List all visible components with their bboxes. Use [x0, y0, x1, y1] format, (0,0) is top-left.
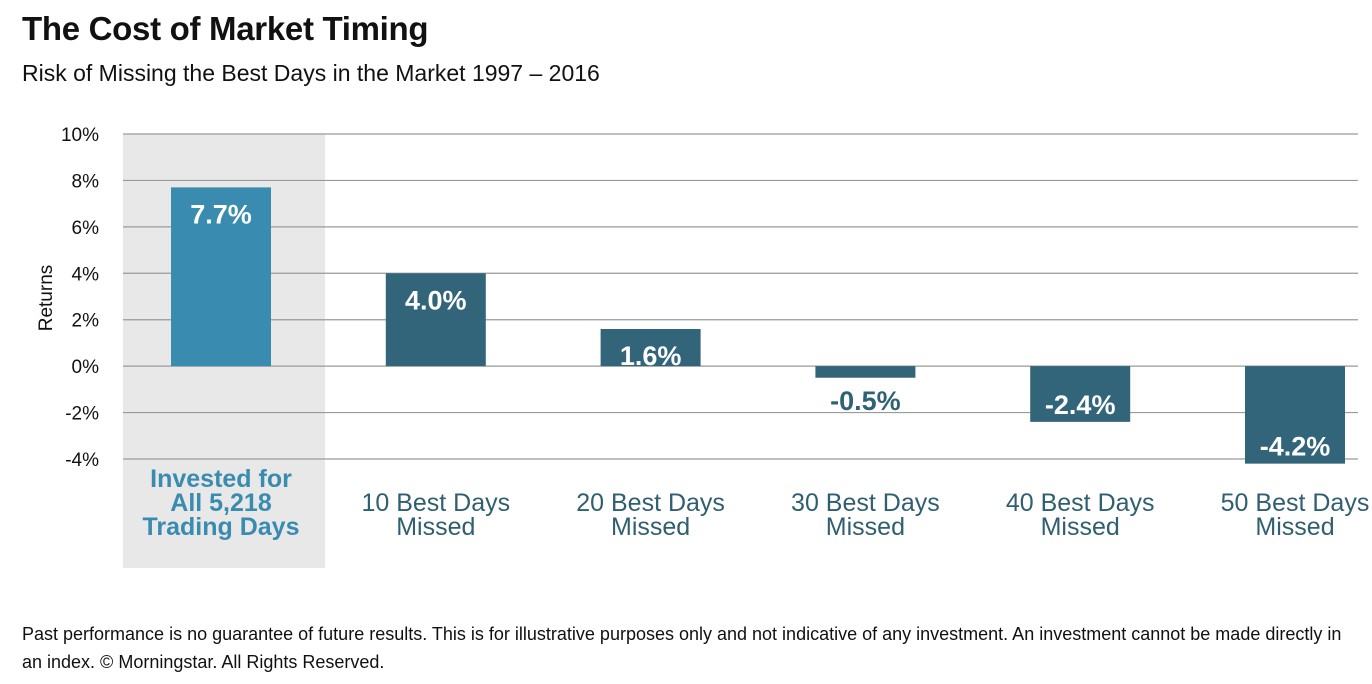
y-tick-label: 6%: [72, 218, 100, 239]
chart-subtitle: Risk of Missing the Best Days in the Mar…: [22, 60, 600, 86]
footnote: Past performance is no guarantee of futu…: [22, 624, 1342, 672]
bar: [600, 329, 701, 367]
bar-value-label: -0.5%: [830, 386, 901, 416]
bar-value-label: -2.4%: [1045, 390, 1116, 420]
y-tick-label: -2%: [65, 404, 99, 425]
bar: [385, 273, 486, 367]
y-axis-label: Returns: [36, 265, 57, 332]
y-tick-label: 10%: [61, 125, 99, 146]
y-tick-label: -4%: [65, 450, 99, 471]
bar-value-label: -4.2%: [1260, 432, 1331, 462]
bar-value-label: 7.7%: [190, 199, 252, 229]
bar: [171, 187, 271, 367]
bar: [815, 366, 916, 378]
y-tick-label: 8%: [72, 171, 100, 192]
chart-title: The Cost of Market Timing: [22, 10, 429, 47]
x-category-label: Invested for All 5,218 Trading Days: [143, 465, 300, 541]
x-category-label: 40 Best Days Missed: [1006, 489, 1155, 541]
x-category-label: 30 Best Days Missed: [791, 489, 940, 541]
bar: [1245, 366, 1345, 464]
bar-value-label: 4.0%: [405, 285, 467, 315]
x-category-label: 50 Best Days Missed: [1221, 489, 1370, 541]
x-category-label: 20 Best Days Missed: [576, 489, 725, 541]
x-category-label: 10 Best Days Missed: [361, 489, 510, 541]
y-tick-label: 2%: [72, 311, 100, 332]
y-tick-label: 0%: [72, 357, 100, 378]
bar: [1030, 366, 1131, 422]
y-tick-label: 4%: [72, 264, 100, 285]
bar-value-label: 1.6%: [620, 341, 682, 371]
bar-chart: 7.7% 4.0% 1.6% -0.5% -2.4% -4.2% 10% 8% 6% 4% 2% 0…: [36, 125, 1370, 568]
